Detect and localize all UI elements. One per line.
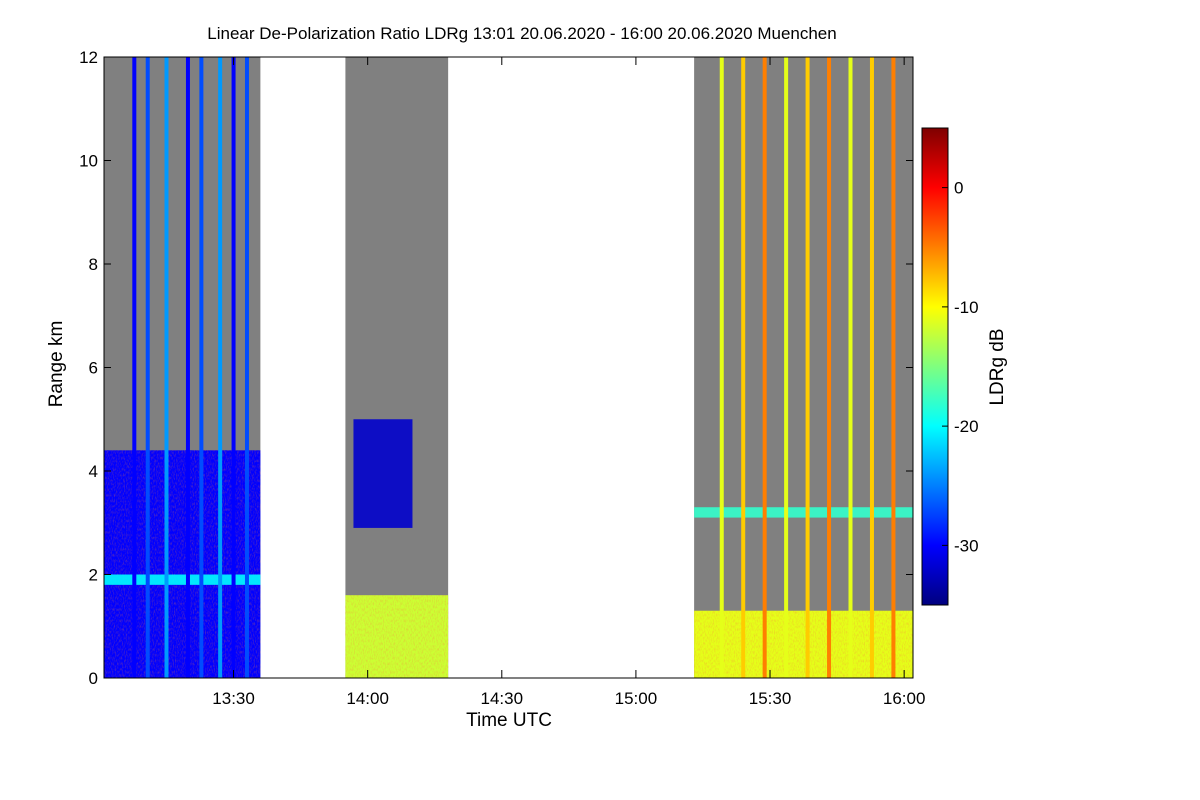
fallstreak-1-7 (231, 57, 236, 678)
plot-area (104, 57, 913, 678)
x-tick-label: 16:00 (883, 689, 926, 708)
segment-3-texture (694, 610, 913, 678)
y-tick-label: 6 (89, 359, 98, 378)
fallstreak-2-8 (869, 57, 874, 678)
fallstreak-1-5 (199, 57, 204, 678)
fallstreak-1-6 (218, 57, 223, 678)
y-axis: 0 2 4 6 8 10 12 (79, 48, 913, 688)
colorbar-tick-label: 0 (954, 179, 963, 198)
fallstreak-2-2 (741, 57, 746, 678)
x-tick-label: 14:00 (346, 689, 389, 708)
fallstreak-2-6 (827, 57, 832, 678)
x-axis: 13:30 14:00 14:30 15:00 15:30 16:00 (212, 57, 925, 708)
colorbar-scale (921, 127, 949, 606)
fallstreak-1-1 (132, 57, 137, 678)
fallstreak-2-9 (891, 57, 896, 678)
thin-layer-3 (694, 507, 913, 518)
colorbar-tick-label: -30 (954, 536, 979, 555)
x-tick-label: 15:00 (615, 689, 658, 708)
fallstreak-2-1 (719, 57, 724, 678)
y-tick-label: 4 (89, 462, 98, 481)
x-tick-label: 15:30 (749, 689, 792, 708)
segment-2-background (345, 57, 449, 678)
y-tick-label: 8 (89, 255, 98, 274)
colorbar-label: LDRg dB (987, 328, 1008, 405)
colorbar-tick-label: -10 (954, 298, 979, 317)
x-tick-label: 14:30 (481, 689, 524, 708)
y-tick-label: 2 (89, 566, 98, 585)
y-tick-label: 0 (89, 669, 98, 688)
fallstreak-2-5 (805, 57, 810, 678)
segment-1-texture (104, 450, 261, 678)
colorbar: 0 -10 -20 -30 (921, 127, 979, 606)
y-tick-label: 10 (79, 152, 98, 171)
low-layer-1 (104, 574, 261, 585)
cirrus-patch (353, 419, 413, 528)
y-tick-label: 12 (79, 48, 98, 67)
fallstreak-1-4 (185, 57, 190, 678)
x-axis-label: Time UTC (466, 710, 552, 731)
fallstreak-1-2 (145, 57, 150, 678)
fallstreak-2-3 (762, 57, 767, 678)
fallstreak-1-8 (244, 57, 249, 678)
colorbar-tick-label: -20 (954, 417, 979, 436)
y-axis-label: Range km (46, 321, 67, 408)
fallstreak-1-3 (164, 57, 169, 678)
chart-title: Linear De-Polarization Ratio LDRg 13:01 … (207, 24, 836, 43)
fallstreak-2-7 (848, 57, 853, 678)
fallstreak-2-4 (784, 57, 789, 678)
x-tick-label: 13:30 (212, 689, 255, 708)
segment-2-texture (345, 595, 449, 678)
segment-3-background (694, 57, 913, 678)
